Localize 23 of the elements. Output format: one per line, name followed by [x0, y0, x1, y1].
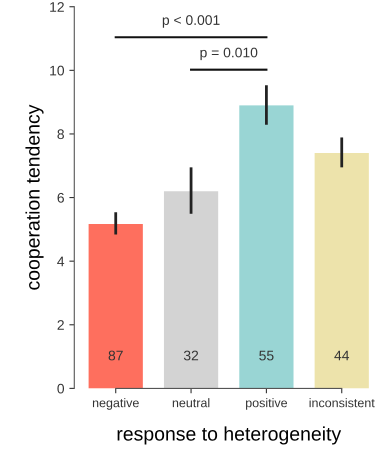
- annotation: 44: [334, 350, 350, 360]
- bar: [164, 191, 218, 388]
- annotation: p < 0.001: [162, 15, 220, 28]
- x-tick-label: inconsistent: [310, 398, 375, 408]
- y-tick-label: 0: [57, 384, 64, 394]
- annotation: 32: [184, 350, 198, 360]
- x-axis-title: response to heterogeneity: [118, 426, 342, 445]
- x-tick-label: positive: [246, 398, 288, 410]
- bar: [239, 105, 294, 388]
- bar: [88, 224, 143, 388]
- annotation: 55: [259, 350, 274, 360]
- annotation: p = 0.010: [200, 48, 258, 60]
- y-axis-title: cooperation tendency: [25, 104, 44, 290]
- x-tick-label: negative: [92, 398, 139, 410]
- y-tick-label: 4: [57, 256, 64, 266]
- annotation: 87: [108, 350, 123, 360]
- bar: [314, 153, 369, 388]
- y-tick-label: 8: [57, 129, 64, 140]
- y-tick-label: 12: [50, 2, 64, 12]
- y-tick-label: 10: [50, 66, 64, 76]
- y-tick-label: 2: [58, 320, 64, 330]
- y-tick-label: 6: [58, 192, 64, 203]
- x-tick-label: neutral: [172, 398, 210, 408]
